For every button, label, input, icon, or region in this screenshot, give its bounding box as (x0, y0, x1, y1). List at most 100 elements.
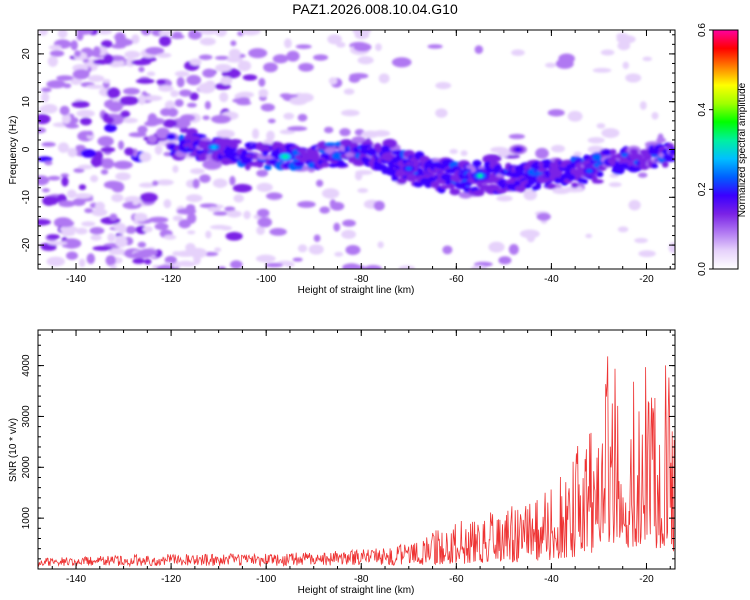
heatmap-cell (535, 147, 549, 159)
heatmap-cell (260, 103, 275, 112)
snr-panel: -140 -120 -100 -80 -60 -40 -20 1000 2000 3000 4000… (8, 329, 676, 596)
heatmap-cell (334, 251, 344, 257)
heatmap-cell (86, 253, 96, 265)
heatmap-cell (87, 74, 105, 82)
heatmap-cell (226, 210, 242, 218)
heatmap-cell (132, 258, 145, 264)
snr-xtick-label: -140 (66, 574, 86, 585)
heatmap-cell (470, 265, 487, 269)
heatmap-cell (74, 50, 81, 58)
heatmap-cell (496, 188, 507, 194)
heatmap-cell (252, 128, 260, 140)
heatmap-cell (460, 150, 468, 157)
heatmap-cell (90, 175, 99, 183)
heatmap-cell (70, 40, 78, 51)
heatmap-cell (122, 117, 138, 124)
heatmap-cell (142, 226, 153, 233)
heatmap-cell (385, 168, 398, 176)
heatmap-cell (199, 174, 211, 183)
spectrogram-xtick-label: -20 (639, 274, 654, 285)
heatmap-cell (60, 173, 70, 178)
heatmap-cell (343, 88, 355, 95)
heatmap-cell (256, 182, 273, 193)
heatmap-cell (109, 213, 118, 221)
heatmap-cell (616, 35, 636, 44)
heatmap-cell (313, 234, 321, 243)
heatmap-cell (295, 44, 312, 49)
heatmap-cell (46, 80, 66, 89)
heatmap-cell (349, 265, 366, 269)
heatmap-cell (61, 113, 71, 124)
heatmap-cell (204, 80, 216, 90)
heatmap-cell (483, 161, 492, 170)
heatmap-cell (143, 95, 163, 102)
heatmap-cell (49, 50, 65, 57)
heatmap-cell (147, 117, 165, 125)
heatmap-cell (435, 81, 452, 90)
heatmap-cell (459, 181, 471, 186)
heatmap-cell (97, 136, 114, 147)
heatmap-cell (154, 144, 163, 155)
heatmap-cell (339, 128, 351, 137)
spectrogram-ytick-label: -20 (21, 237, 32, 252)
heatmap-cell (185, 194, 203, 203)
heatmap-cell (138, 182, 156, 188)
heatmap-cell (341, 229, 357, 240)
heatmap-cell (256, 208, 270, 218)
heatmap-cell (140, 30, 152, 36)
heatmap-cell (587, 137, 605, 144)
heatmap-cell (256, 225, 265, 236)
heatmap-cell (176, 208, 197, 215)
heatmap-cell (178, 219, 191, 229)
snr-xtick-label: -20 (639, 574, 654, 585)
heatmap-cell (166, 133, 176, 141)
heatmap-cell (357, 56, 374, 65)
heatmap-cell (65, 251, 78, 260)
heatmap-cell (581, 178, 588, 185)
spectrogram-xtick-label: -80 (354, 274, 369, 285)
heatmap-cell (101, 158, 115, 169)
heatmap-cell (189, 92, 199, 101)
heatmap-cell (337, 160, 345, 167)
heatmap-cell (527, 177, 536, 186)
heatmap-cell (255, 254, 276, 263)
heatmap-cell (178, 261, 196, 267)
snr-series-line (38, 356, 675, 568)
heatmap-cell (319, 206, 330, 214)
heatmap-cell (488, 241, 505, 253)
heatmap-cell (39, 105, 52, 114)
heatmap-cell (229, 143, 239, 149)
heatmap-cell (406, 173, 418, 182)
heatmap-cell (66, 189, 77, 199)
heatmap-cell (651, 163, 659, 169)
heatmap-cell (629, 148, 639, 155)
heatmap-cell (372, 130, 391, 137)
heatmap-cell (205, 230, 212, 239)
spectrogram-xtick-label: -40 (544, 274, 559, 285)
heatmap-cell (192, 178, 200, 189)
heatmap-cell (38, 175, 50, 186)
heatmap-cell (176, 77, 185, 88)
heatmap-cell (193, 253, 201, 265)
snr-ytick-label: 4000 (21, 354, 32, 377)
heatmap-cell (625, 73, 642, 83)
heatmap-cell (256, 162, 264, 168)
chart-title: PAZ1.2026.008.10.04.G10 (292, 1, 458, 17)
heatmap-cell (279, 93, 292, 98)
heatmap-cell (211, 114, 232, 124)
heatmap-cell (608, 182, 622, 188)
heatmap-cell (297, 113, 308, 122)
heatmap-cell (567, 110, 583, 122)
heatmap-cell (373, 200, 385, 211)
heatmap-cell (669, 148, 675, 155)
heatmap-cell (120, 110, 131, 118)
heatmap-cell (57, 30, 68, 39)
heatmap-cell (617, 226, 629, 233)
heatmap-cell (84, 208, 93, 214)
heatmap-cell (585, 233, 593, 239)
heatmap-cell (269, 228, 287, 236)
heatmap-cell (186, 74, 202, 86)
heatmap-cell (125, 58, 135, 67)
